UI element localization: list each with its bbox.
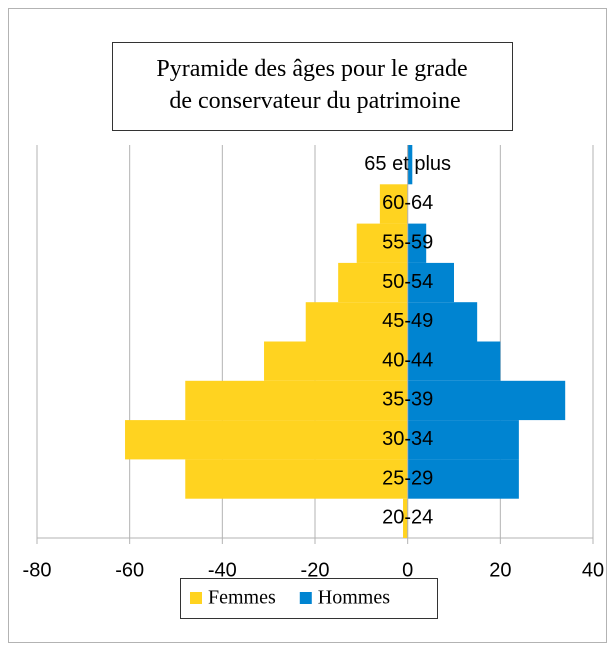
bar: [356, 223, 408, 263]
y-tick-label: 65 et plus: [364, 153, 451, 175]
title-line: Pyramide des âges pour le grade: [156, 56, 467, 82]
bar: [407, 145, 413, 185]
y-tick-label: 55-59: [382, 232, 433, 254]
bar: [185, 380, 408, 421]
x-tick-label: 20: [489, 559, 511, 581]
y-tick-label: 60-64: [382, 192, 433, 214]
y-tick-label: 35-39: [382, 389, 433, 411]
x-tick-label: -20: [301, 559, 330, 581]
bar: [305, 302, 408, 342]
bar: [407, 223, 427, 263]
bar: [407, 459, 519, 499]
bar: [379, 184, 408, 224]
bar: [407, 380, 566, 421]
y-tick-label: 45-49: [382, 310, 433, 332]
x-tick-label: -60: [115, 559, 144, 581]
y-tick-label: 50-54: [382, 271, 433, 293]
x-tick-label: 0: [402, 559, 413, 581]
bar: [264, 341, 408, 381]
x-tick-label: -40: [208, 559, 237, 581]
y-tick-label: 20-24: [382, 507, 433, 529]
y-tick-label: 30-34: [382, 428, 433, 450]
bar: [407, 341, 501, 381]
y-tick-label: 25-29: [382, 467, 433, 489]
bar: [407, 262, 454, 303]
y-tick-label: 40-44: [382, 349, 433, 371]
bar: [338, 262, 408, 303]
chart-title: Pyramide des âges pour le grade de conse…: [156, 56, 467, 114]
bar: [185, 459, 408, 499]
bar: [403, 498, 408, 538]
bar: [125, 420, 408, 460]
x-tick-label: 40: [582, 559, 604, 581]
bar: [407, 420, 519, 460]
bar: [407, 302, 478, 342]
title-box: [112, 42, 513, 131]
legend-label: Hommes: [318, 587, 390, 609]
legend-swatch: [299, 592, 312, 604]
x-tick-label: -80: [23, 559, 52, 581]
legend-label: Femmes: [208, 587, 276, 609]
title-line: de conservateur du patrimoine: [163, 88, 460, 114]
legend-swatch: [190, 592, 202, 604]
